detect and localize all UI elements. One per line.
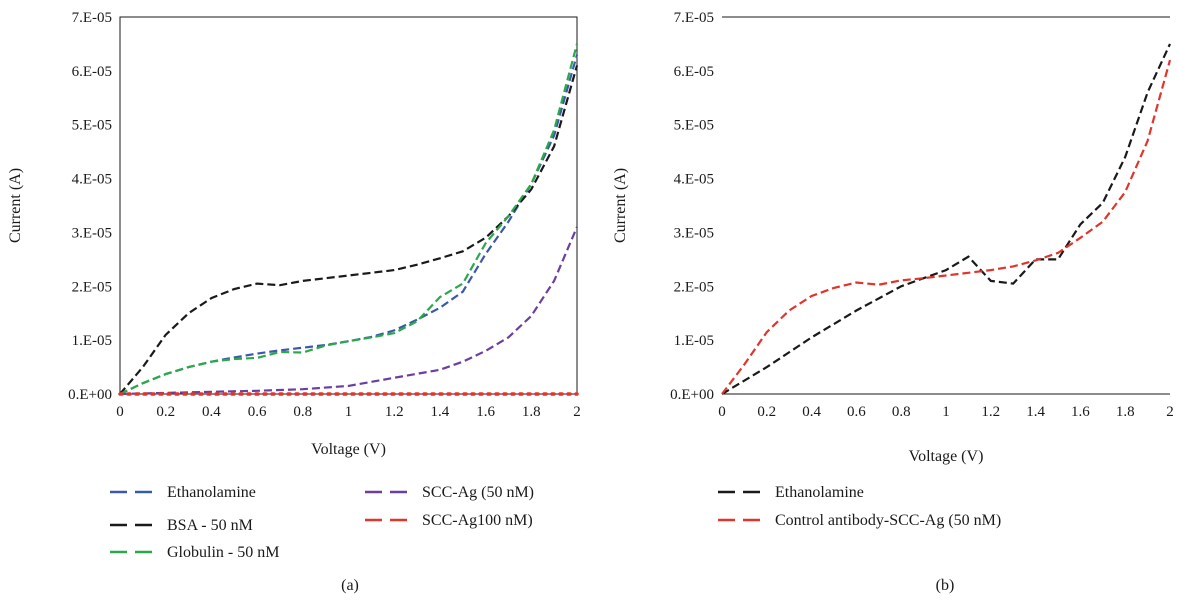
y-axis-label: Current (A) xyxy=(7,168,24,243)
y-tick-label: 4.E-05 xyxy=(72,172,112,188)
x-tick-label: 1 xyxy=(942,404,950,420)
x-tick-label: 0.2 xyxy=(757,404,776,420)
y-tick-label: 4.E-05 xyxy=(674,172,714,188)
x-tick-label: 1.2 xyxy=(981,404,1000,420)
legend-label-5: SCC-Ag100 nM) xyxy=(422,512,533,529)
x-axis-label: Voltage (V) xyxy=(311,441,386,458)
x-tick-label: 0 xyxy=(116,404,124,420)
x-tick-label: 1.8 xyxy=(1116,404,1135,420)
x-tick-label: 2 xyxy=(573,404,581,420)
y-tick-label: 2.E-05 xyxy=(674,279,714,295)
series-line-1 xyxy=(119,54,579,395)
y-tick-label: 0.E+00 xyxy=(68,387,112,403)
x-tick-label: 1 xyxy=(345,404,353,420)
legend-label-1: Ethanolamine xyxy=(167,484,256,501)
y-tick-label: 7.E-05 xyxy=(674,10,714,26)
series-line-1 xyxy=(721,43,1171,395)
x-tick-label: 0.8 xyxy=(293,404,312,420)
x-tick-label: 1.8 xyxy=(522,404,541,420)
legend-label-2: BSA - 50 nM xyxy=(167,517,253,534)
y-tick-label: 6.E-05 xyxy=(674,64,714,80)
x-tick-label: 0.8 xyxy=(892,404,911,420)
panel-caption: (a) xyxy=(341,577,359,594)
x-axis-label: Voltage (V) xyxy=(909,448,984,465)
plot-frame xyxy=(119,16,578,395)
y-tick-label: 5.E-05 xyxy=(72,118,112,134)
series-line-2 xyxy=(119,65,579,395)
x-tick-label: 0.4 xyxy=(802,404,821,420)
y-tick-label: 7.E-05 xyxy=(72,10,112,26)
legend-label-4: SCC-Ag (50 nM) xyxy=(422,484,534,501)
x-tick-label: 1.6 xyxy=(476,404,495,420)
x-tick-label: 1.6 xyxy=(1071,404,1090,420)
x-tick-label: 1.2 xyxy=(385,404,404,420)
panel-b: 0.E+00 1.E-05 2.E-05 3.E-05 4.E-05 5.E-05 6.E-… xyxy=(612,10,1174,594)
x-tick-label: 2 xyxy=(1166,404,1174,420)
legend-label-2: Control antibody-SCC-Ag (50 nM) xyxy=(775,512,1001,529)
panel-a: 0.E+00 1.E-05 2.E-05 3.E-05 4.E-05 5.E-05 6.E-… xyxy=(7,10,581,594)
y-tick-label: 2.E-05 xyxy=(72,279,112,295)
legend-label-1: Ethanolamine xyxy=(775,484,864,501)
y-tick-label: 3.E-05 xyxy=(674,225,714,241)
y-tick-label: 1.E-05 xyxy=(674,333,714,349)
panel-caption: (b) xyxy=(936,577,955,594)
x-tick-label: 1.4 xyxy=(431,404,450,420)
x-tick-label: 0.6 xyxy=(847,404,866,420)
legend-label-3: Globulin - 50 nM xyxy=(167,544,279,561)
y-tick-label: 1.E-05 xyxy=(72,333,112,349)
y-tick-label: 0.E+00 xyxy=(670,387,714,403)
y-tick-label: 6.E-05 xyxy=(72,64,112,80)
y-tick-label: 5.E-05 xyxy=(674,118,714,134)
series-line-4 xyxy=(119,226,579,396)
x-tick-label: 0.4 xyxy=(202,404,221,420)
x-tick-label: 0.2 xyxy=(156,404,175,420)
y-axis-label: Current (A) xyxy=(612,168,629,243)
x-tick-label: 1.4 xyxy=(1026,404,1045,420)
series-line-2 xyxy=(721,59,1172,395)
x-tick-label: 0.6 xyxy=(248,404,267,420)
x-tick-label: 0 xyxy=(718,404,726,420)
y-tick-label: 3.E-05 xyxy=(72,225,112,241)
series-line-3 xyxy=(119,43,579,395)
